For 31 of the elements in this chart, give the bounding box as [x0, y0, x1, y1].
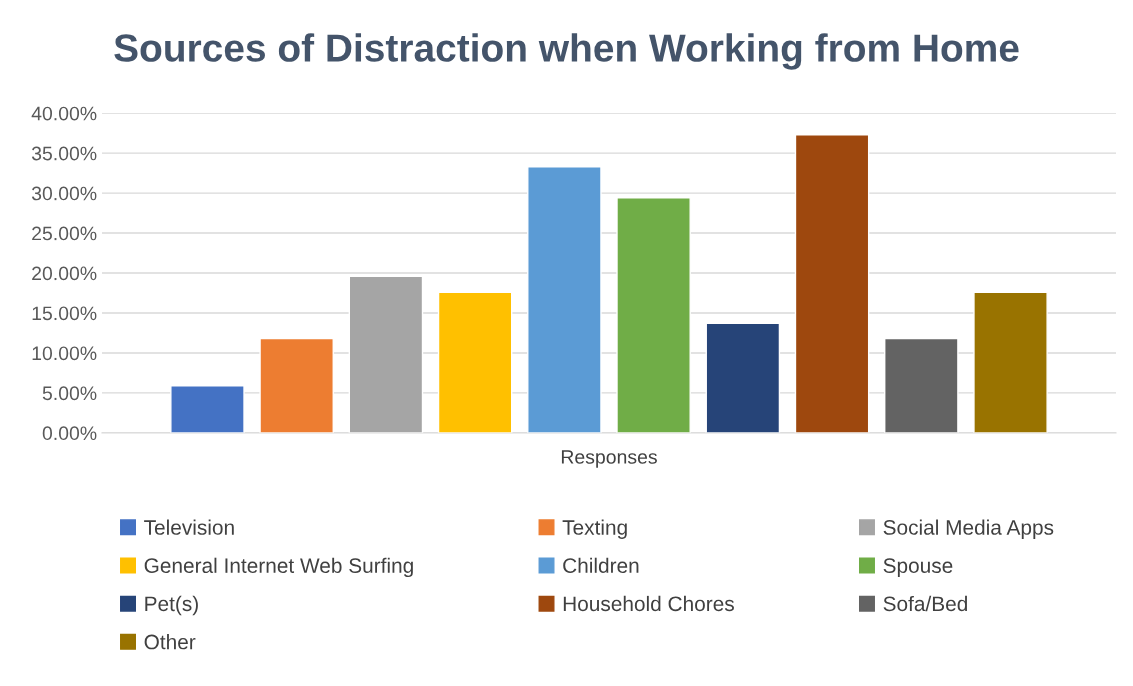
- legend-label: Texting: [562, 519, 627, 539]
- y-tick-label: 35.00%: [31, 146, 97, 161]
- bar: [170, 385, 245, 433]
- legend-label: Household Chores: [563, 595, 734, 612]
- y-tick-label: 20.00%: [32, 266, 97, 281]
- bar: [259, 337, 334, 433]
- bar: [616, 197, 691, 433]
- legend-label: Pet(s): [145, 595, 198, 616]
- x-tick-label: Responses: [561, 450, 657, 468]
- bar: [437, 291, 513, 433]
- y-tick-label: 40.00%: [31, 106, 97, 121]
- legend-label: Sofa/Bed: [883, 595, 967, 612]
- bar: [527, 166, 602, 433]
- bar: [884, 337, 959, 433]
- legend-label: Other: [144, 634, 196, 650]
- legend-label: Social Media Apps: [883, 519, 1054, 539]
- y-tick-label: 15.00%: [32, 306, 97, 321]
- bar: [705, 322, 781, 433]
- legend-label: Television: [144, 519, 234, 535]
- y-tick-label: 5.00%: [42, 386, 97, 401]
- y-tick-label: 30.00%: [31, 186, 97, 201]
- y-tick-label: 25.00%: [32, 226, 97, 241]
- legend-label: General Internet Web Surfing: [144, 557, 413, 578]
- chart-title: Sources of Distraction when Working from Home: [114, 33, 1019, 70]
- legend-label: Spouse: [883, 558, 953, 578]
- legend-label: Children: [563, 557, 639, 573]
- bar: [794, 134, 870, 433]
- y-tick-label: 0.00%: [42, 426, 97, 441]
- bar: [973, 291, 1048, 433]
- y-tick-label: 10.00%: [32, 346, 97, 361]
- bar: [348, 275, 424, 433]
